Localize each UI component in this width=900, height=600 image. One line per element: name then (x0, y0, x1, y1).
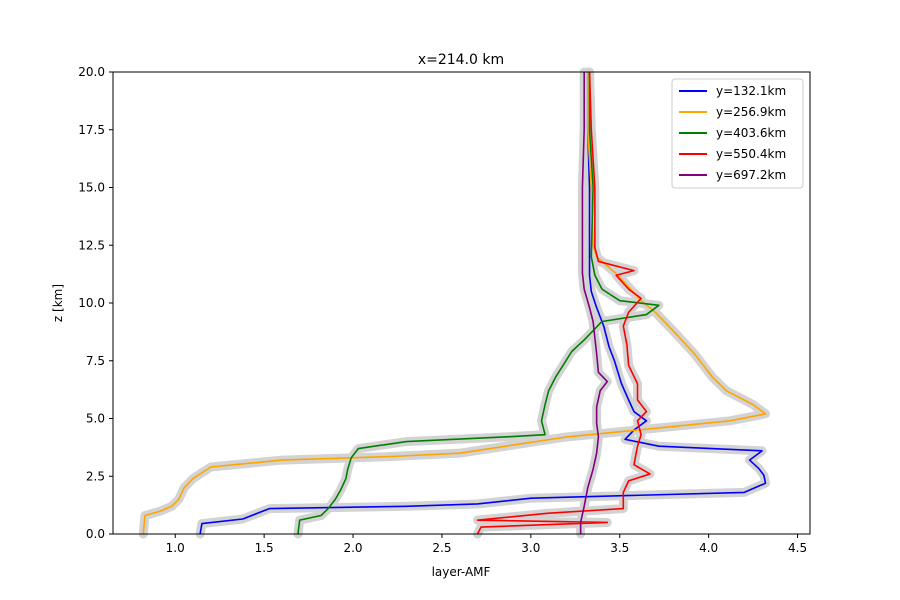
series-line-1 (199, 72, 767, 535)
x-tick-label: 1.5 (255, 541, 274, 555)
y-tick-label: 5.0 (86, 412, 105, 426)
legend-label: y=403.6km (716, 126, 786, 140)
x-tick-label: 1.0 (166, 541, 185, 555)
chart-title: x=214.0 km (418, 52, 504, 68)
x-axis: 1.0 1.5 2.0 2.5 3.0 3.5 4.0 4.5 (166, 534, 807, 555)
series-line-5 (579, 72, 609, 534)
y-tick-label: 2.5 (86, 469, 105, 483)
legend-box (671, 78, 804, 189)
x-tick-label: 4.5 (788, 541, 807, 555)
legend: y=132.1km y=256.9km y=403.6km y=550.4km y=69… (671, 78, 804, 189)
series-line-3 (297, 72, 660, 535)
legend-label: y=550.4km (716, 147, 786, 161)
legend-label: y=256.9km (716, 105, 786, 119)
series-line-2 (142, 72, 767, 535)
y-tick-label: 20.0 (78, 65, 105, 79)
y-tick-label: 10.0 (78, 296, 105, 310)
uncertainty-band (293, 67, 664, 539)
y-tick-label: 12.5 (78, 238, 105, 252)
y-tick-label: 17.5 (78, 123, 105, 137)
legend-label: y=697.2km (716, 168, 786, 182)
y-tick-label: 0.0 (86, 527, 105, 541)
y-axis-label: z [km] (51, 284, 65, 322)
x-tick-label: 3.5 (610, 541, 629, 555)
y-tick-label: 15.0 (78, 181, 105, 195)
legend-label: y=132.1km (716, 84, 786, 98)
x-tick-label: 3.0 (521, 541, 540, 555)
series-lines (142, 71, 767, 535)
x-tick-label: 2.5 (432, 541, 451, 555)
y-tick-label: 7.5 (86, 354, 105, 368)
x-tick-label: 4.0 (699, 541, 718, 555)
y-axis: 0.0 2.5 5.0 7.5 10.0 12.5 15.0 17.5 20.0 (78, 65, 113, 541)
x-axis-label: layer-AMF (432, 565, 491, 579)
x-tick-label: 2.0 (343, 541, 362, 555)
series-line-4 (476, 71, 651, 535)
